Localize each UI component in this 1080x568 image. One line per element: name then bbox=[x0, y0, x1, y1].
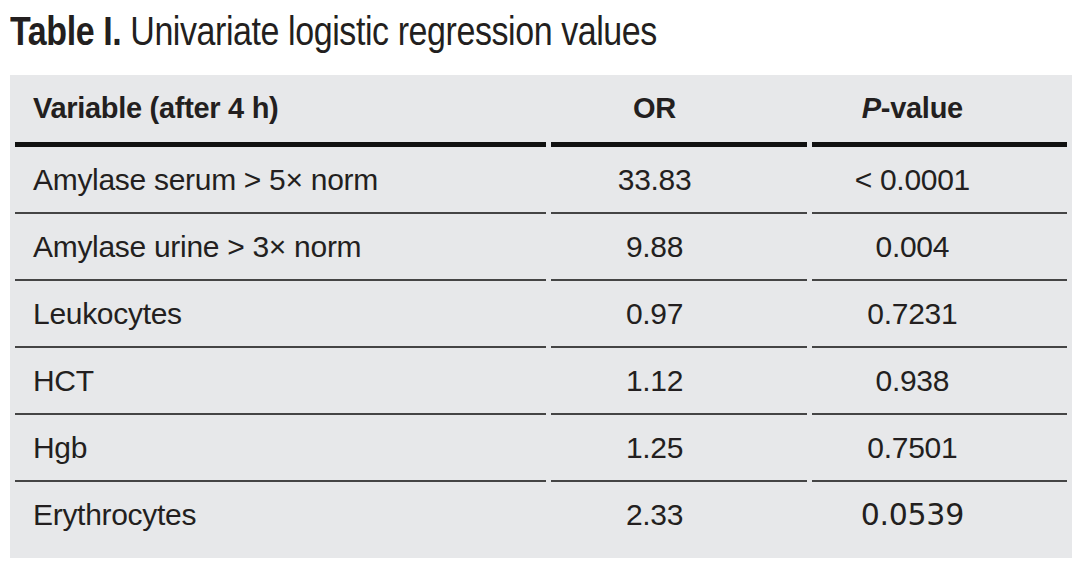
variable-cell: Amylase serum > 5× norm bbox=[15, 147, 546, 214]
table-row: Erythrocytes 2.33 0.0539 bbox=[15, 482, 1067, 547]
or-cell: 0.97 bbox=[551, 281, 806, 348]
or-column-header: OR bbox=[551, 75, 806, 147]
or-cell: 33.83 bbox=[551, 147, 806, 214]
table-title-text: Univariate logistic regression values bbox=[130, 9, 657, 53]
or-cell: 2.33 bbox=[551, 482, 806, 547]
or-cell: 1.25 bbox=[551, 415, 806, 482]
table-title: Table I. Univariate logistic regression … bbox=[10, 2, 657, 60]
table-row: Hgb 1.25 0.7501 bbox=[15, 415, 1067, 482]
p-value-cell: 0.7501 bbox=[812, 415, 1067, 482]
p-value-cell: 0.004 bbox=[812, 214, 1067, 281]
variable-cell: Erythrocytes bbox=[15, 482, 546, 547]
variable-cell: Hgb bbox=[15, 415, 546, 482]
or-cell: 1.12 bbox=[551, 348, 806, 415]
p-value-cell: < 0.0001 bbox=[812, 147, 1067, 214]
p-value-header-rest: -value bbox=[881, 92, 963, 124]
regression-table-container: Variable (after 4 h) OR P-value Amylase … bbox=[10, 75, 1072, 558]
p-value-column-header: P-value bbox=[812, 75, 1067, 147]
table-row: HCT 1.12 0.938 bbox=[15, 348, 1067, 415]
header-row: Variable (after 4 h) OR P-value bbox=[15, 75, 1067, 147]
p-value-cell: 0.938 bbox=[812, 348, 1067, 415]
or-cell: 9.88 bbox=[551, 214, 806, 281]
p-value-header-italic-p: P bbox=[862, 92, 881, 124]
variable-cell: Amylase urine > 3× norm bbox=[15, 214, 546, 281]
table-title-label: Table I. bbox=[10, 9, 121, 53]
p-value-cell: 0.7231 bbox=[812, 281, 1067, 348]
variable-cell: Leukocytes bbox=[15, 281, 546, 348]
regression-table: Variable (after 4 h) OR P-value Amylase … bbox=[10, 75, 1072, 547]
table-row: Leukocytes 0.97 0.7231 bbox=[15, 281, 1067, 348]
table-row: Amylase serum > 5× norm 33.83 < 0.0001 bbox=[15, 147, 1067, 214]
table-row: Amylase urine > 3× norm 9.88 0.004 bbox=[15, 214, 1067, 281]
p-value-cell-emphasized: 0.0539 bbox=[812, 482, 1067, 547]
variable-column-header: Variable (after 4 h) bbox=[15, 75, 546, 147]
variable-cell: HCT bbox=[15, 348, 546, 415]
